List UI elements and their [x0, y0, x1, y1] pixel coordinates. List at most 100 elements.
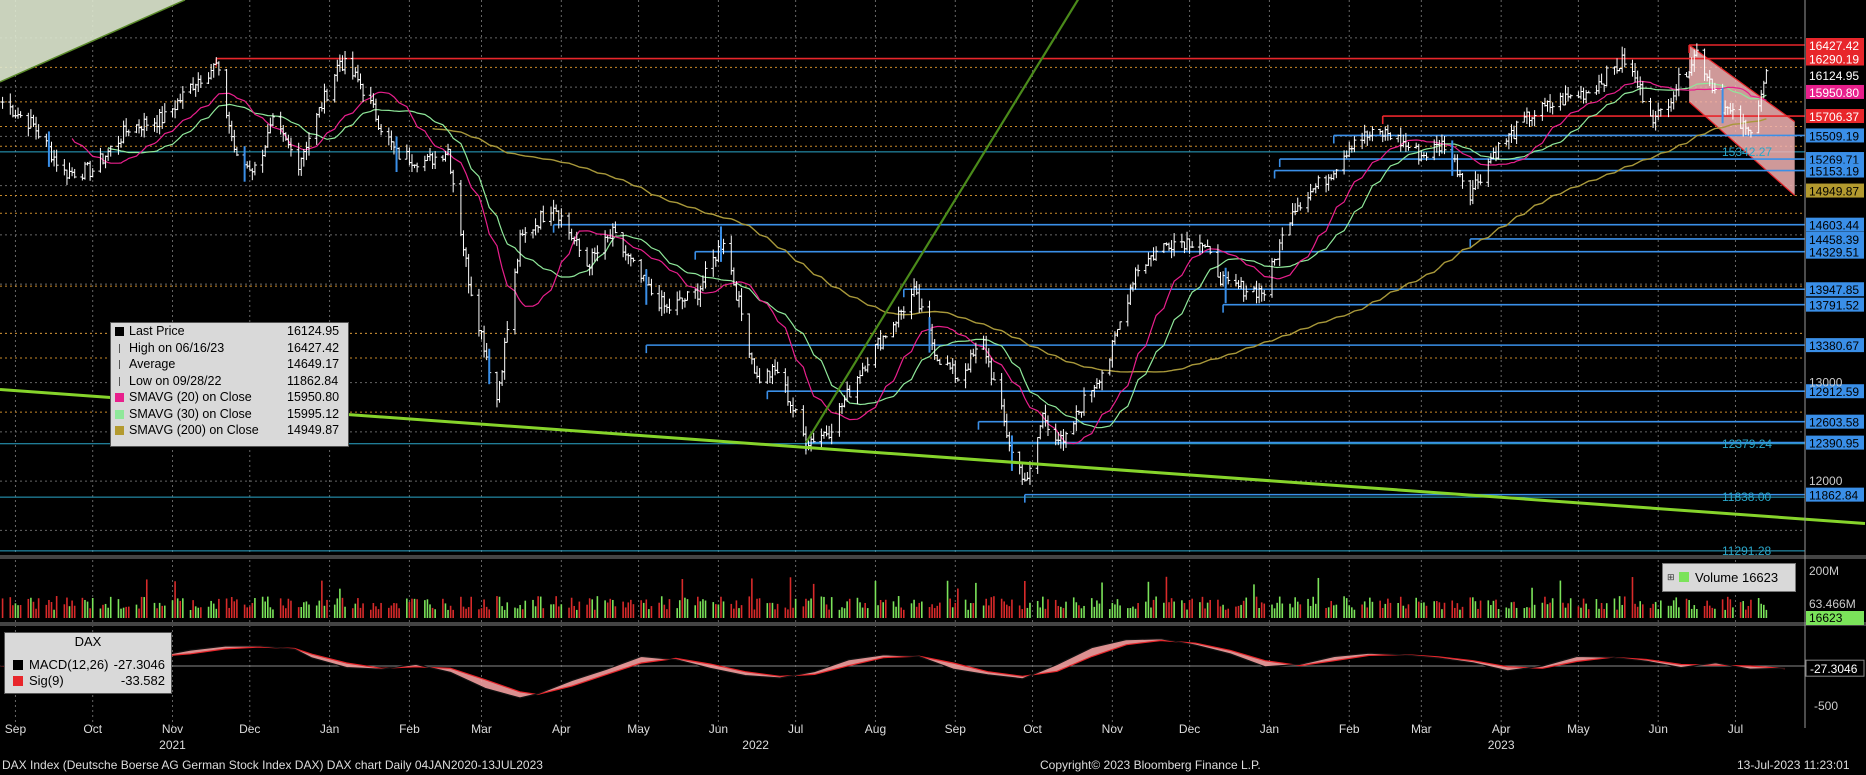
- legend-value: 15950.80: [287, 390, 340, 404]
- month-label: Nov: [1102, 722, 1123, 736]
- expand-icon[interactable]: ⊞: [1667, 572, 1675, 582]
- high-marker-icon: [119, 343, 121, 353]
- channel-zone: [1689, 45, 1795, 196]
- price-label-box: [1806, 282, 1864, 297]
- sma-200-line: [432, 118, 1767, 373]
- macd-value: -27.3046: [113, 657, 165, 672]
- macd-legend[interactable]: DAX MACD(12,26) -27.3046 Sig(9) -33.582: [4, 632, 172, 694]
- legend-label: High on 06/16/23: [129, 340, 225, 355]
- price-label-text: 14329.51: [1809, 246, 1859, 260]
- legend-label: SMAVG (30) on Close: [129, 406, 252, 421]
- month-label: Jul: [788, 722, 803, 736]
- month-label: Aug: [865, 722, 886, 736]
- ma-swatch: [115, 393, 124, 402]
- legend-label: SMAVG (20) on Close: [129, 390, 252, 404]
- price-label-text: 13791.52: [1809, 299, 1859, 313]
- month-label: Jan: [320, 722, 339, 736]
- legend-label: SMAVG (200) on Close: [129, 423, 259, 437]
- legend-row[interactable]: SMAVG (20) on Close 15950.80: [111, 389, 348, 406]
- price-label-text: 16427.42: [1809, 39, 1859, 53]
- price-label-box: [1806, 231, 1864, 246]
- legend-row[interactable]: SMAVG (30) on Close 15995.12: [111, 406, 348, 423]
- price-label-text: 14949.87: [1809, 185, 1859, 199]
- macd-line: [0, 638, 1786, 699]
- year-label: 2023: [1488, 738, 1515, 752]
- volume-swatch: [1679, 572, 1689, 582]
- panel-separator: [0, 622, 1866, 626]
- fib-label: 11838.00: [1722, 490, 1771, 504]
- signal-label: Sig(9): [29, 673, 64, 688]
- price-tick: 13000: [1809, 376, 1843, 390]
- year-label: 2021: [159, 738, 186, 752]
- price-label-text: 11862.84: [1809, 489, 1858, 503]
- signal-legend-row: Sig(9) -33.582: [5, 673, 171, 689]
- legend-row[interactable]: High on 06/16/23 16427.42: [111, 340, 348, 357]
- signal-swatch: [13, 676, 23, 686]
- month-label: Apr: [552, 722, 571, 736]
- x-axis: Sep Oct Nov Dec Jan Feb Mar Apr May Jun Jul Aug Sep O…: [5, 722, 1743, 752]
- price-label-text: 15509.19: [1809, 129, 1859, 143]
- average-marker-icon: [119, 360, 121, 369]
- price-label-box: [1806, 163, 1864, 178]
- month-label: Feb: [1339, 722, 1360, 736]
- horizontal-levels: [215, 44, 1805, 503]
- price-tick: 12000: [1809, 474, 1843, 488]
- price-label-box: [1806, 84, 1864, 99]
- legend-value: 16124.95: [287, 324, 340, 338]
- price-bars: [0, 43, 1769, 485]
- steep-trendline: [805, 0, 1080, 444]
- volume-legend[interactable]: ⊞ Volume 16623: [1662, 563, 1796, 592]
- month-label: Sep: [5, 722, 27, 736]
- macd-last-label: -27.3046: [1810, 662, 1858, 676]
- price-label-box: [1806, 244, 1864, 259]
- price-label-box: [1806, 183, 1864, 198]
- channel-bottom: [1688, 101, 1796, 196]
- month-label: Jul: [1728, 722, 1743, 736]
- macd-panel: -27.3046 -500: [0, 638, 1865, 713]
- price-label-box: [1806, 109, 1864, 124]
- price-label-text: 13380.67: [1809, 339, 1859, 353]
- price-label-text: 12603.58: [1809, 416, 1859, 430]
- month-label: May: [627, 722, 650, 736]
- price-label-box: [1806, 152, 1864, 167]
- signal-value: -33.582: [120, 673, 165, 688]
- price-legend[interactable]: Last Price 16124.95 High on 06/16/23 16427.…: [110, 322, 349, 447]
- month-label: Mar: [471, 722, 492, 736]
- ma-swatch: [115, 426, 124, 435]
- legend-row[interactable]: Low on 09/28/22 11862.84: [111, 373, 348, 390]
- macd-label: MACD(12,26): [29, 657, 109, 672]
- legend-row[interactable]: Last Price 16124.95: [111, 323, 348, 340]
- price-label-text: 15153.19: [1809, 165, 1859, 179]
- month-label: Jun: [1649, 722, 1668, 736]
- month-label: Oct: [1023, 722, 1042, 736]
- legend-label: Low on 09/28/22: [129, 373, 222, 388]
- volume-tick: 200M: [1809, 564, 1839, 578]
- legend-value: 11862.84: [287, 373, 339, 388]
- volume-last-label: 16623: [1809, 611, 1843, 625]
- month-label: Dec: [1179, 722, 1200, 736]
- month-label: Dec: [239, 722, 260, 736]
- month-label: Apr: [1492, 722, 1511, 736]
- footer-copyright: Copyright© 2023 Bloomberg Finance L.P.: [1040, 758, 1261, 772]
- price-label-box: [1806, 487, 1864, 502]
- legend-value: 14649.17: [287, 357, 340, 371]
- macd-title: DAX: [74, 634, 102, 649]
- legend-value: 14949.87: [287, 423, 340, 437]
- legend-row[interactable]: SMAVG (200) on Close 14949.87: [111, 422, 348, 439]
- month-label: Jun: [709, 722, 728, 736]
- macd-swatch: [13, 660, 23, 670]
- price-label-box: [1806, 67, 1864, 82]
- price-label-box: [1806, 37, 1864, 52]
- panel-separator: [0, 555, 1866, 559]
- month-label: Oct: [83, 722, 102, 736]
- footer-timestamp: 13-Jul-2023 11:23:01: [1737, 758, 1850, 772]
- month-label: May: [1567, 722, 1590, 736]
- sma-30-line: [107, 82, 1767, 429]
- price-label-text: 15950.80: [1809, 86, 1859, 100]
- macd-tick: -500: [1814, 699, 1838, 713]
- legend-row[interactable]: Average 14649.17: [111, 356, 348, 373]
- price-label-text: 12912.59: [1809, 385, 1859, 399]
- volume-legend-label: Volume 16623: [1695, 570, 1779, 585]
